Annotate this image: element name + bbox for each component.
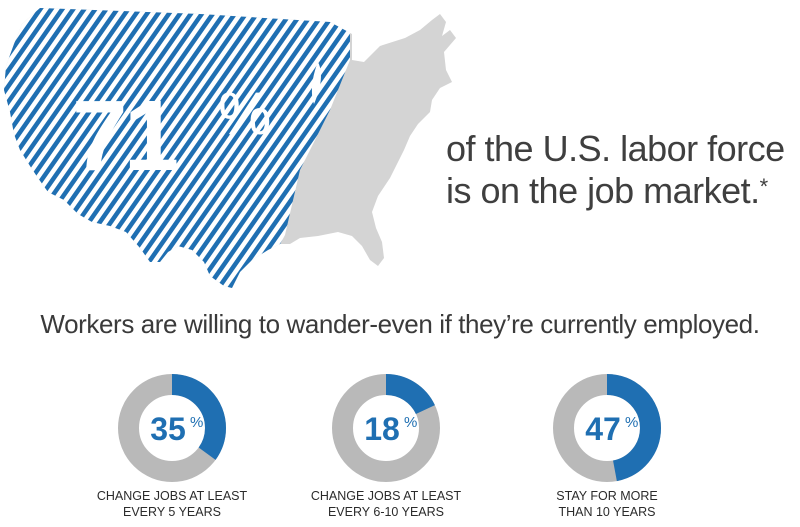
- donut-caption-line1: STAY FOR MORE: [556, 489, 658, 503]
- donut-value-label: 47: [585, 411, 621, 447]
- donut-unit-label: %: [190, 414, 203, 431]
- hero-headline: of the U.S. labor force is on the job ma…: [446, 128, 800, 212]
- donut-caption-line2: EVERY 5 YEARS: [123, 505, 221, 519]
- hero-headline-line2-wrap: is on the job market.*: [446, 170, 800, 212]
- donut-caption-line2: EVERY 6-10 YEARS: [327, 505, 445, 519]
- donut-slice-47: [553, 374, 661, 482]
- donut-value-label: 18: [364, 411, 400, 447]
- donut-caption-line2: THAN 10 YEARS: [558, 505, 656, 519]
- donut-chart-1: 35% CHANGE JOBS AT LEAST EVERY 5 YEARS: [62, 371, 282, 527]
- hero-headline-line1: of the U.S. labor force: [446, 128, 785, 169]
- donut-chart-2: 18% CHANGE JOBS AT LEAST EVERY 6-10 YEARS: [276, 371, 496, 527]
- donut-caption: CHANGE JOBS AT LEAST EVERY 5 YEARS: [62, 488, 282, 520]
- donut-caption-line1: CHANGE JOBS AT LEAST: [96, 489, 248, 503]
- hero-percent-sign: %: [218, 80, 271, 147]
- donut-caption: STAY FOR MORE THAN 10 YEARS: [497, 488, 717, 520]
- donut-slice-35: [118, 374, 226, 482]
- donut-chart-3: 47% STAY FOR MORE THAN 10 YEARS: [497, 371, 717, 527]
- donut-caption: CHANGE JOBS AT LEAST EVERY 6-10 YEARS: [276, 488, 496, 520]
- us-map: 71 %: [4, 8, 456, 288]
- donut-slice-18: [332, 374, 440, 482]
- footnote-mark: *: [759, 174, 769, 199]
- donut-unit-label: %: [625, 414, 638, 431]
- donut-unit-label: %: [404, 414, 417, 431]
- donut-value-label: 35: [150, 411, 186, 447]
- lake-michigan-shape: [311, 62, 321, 104]
- hero-headline-line2: is on the job market.: [446, 170, 760, 211]
- hero-percent-value: 71: [72, 80, 177, 192]
- donut-caption-line1: CHANGE JOBS AT LEAST: [310, 489, 462, 503]
- subheadline: Workers are willing to wander-even if th…: [40, 309, 760, 339]
